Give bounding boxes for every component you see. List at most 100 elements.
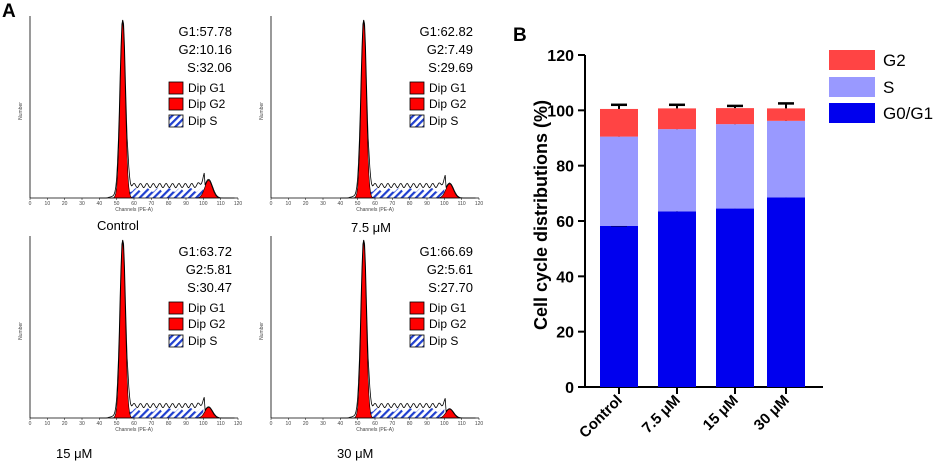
legend-swatch (409, 301, 425, 315)
condition-caption: 7.5 μM (351, 220, 391, 235)
g1-percent: G1:57.78 (179, 24, 233, 39)
legend-label: Dip S (188, 114, 217, 128)
bar-g2 (600, 108, 638, 137)
x-tick-label: 90 (183, 421, 189, 427)
x-tick-label: 0 (270, 201, 273, 207)
bar-g2 (658, 108, 696, 130)
histogram-panel: 0 10 20 30 40 50 60 70 80 90 100 110 120 Channels (PE… (259, 236, 483, 433)
legend-label: G2 (883, 51, 906, 70)
y-tick-label: 20 (556, 325, 574, 342)
panel-a-letter: A (2, 1, 16, 22)
legend-swatch (409, 114, 425, 128)
legend-swatch (168, 301, 184, 315)
g1-peak (350, 239, 376, 419)
g2-percent: G2:5.81 (186, 262, 232, 277)
legend-swatch (168, 81, 184, 95)
legend-label: Dip G2 (188, 97, 226, 111)
legend-swatch (409, 97, 425, 111)
x-tick-label: 100 (199, 421, 208, 427)
legend-swatch (829, 103, 875, 123)
x-tick-label: 110 (217, 421, 225, 427)
x-tick-label: 50 (355, 201, 361, 207)
legend-swatch (168, 114, 184, 128)
x-tick-label: 70 (149, 201, 155, 207)
histogram-panel: 0 10 20 30 40 50 60 70 80 90 100 110 120 Channels (PE… (18, 16, 242, 213)
x-tick-label: 20 (303, 201, 309, 207)
x-tick-label: 50 (355, 421, 361, 427)
distribution-outline (99, 239, 235, 419)
legend-swatch (168, 317, 184, 331)
s-percent: S:32.06 (187, 60, 232, 75)
x-tick-label: 110 (458, 421, 466, 427)
legend-swatch (168, 97, 184, 111)
x-tick-label: 7.5 μM (639, 392, 684, 437)
bar-g0-g1 (658, 211, 696, 387)
panel-b: B 0 20 40 60 80 100 120 Cell cycle distributions… (513, 25, 933, 442)
x-tick-label: 90 (183, 201, 189, 207)
legend-label: S (883, 78, 894, 97)
x-tick-label: 0 (29, 201, 32, 207)
x-tick-label: 10 (45, 421, 51, 427)
x-tick-label: 90 (424, 201, 430, 207)
legend-swatch (829, 50, 875, 70)
x-tick-label: 60 (372, 201, 378, 207)
x-tick-label: 40 (338, 421, 344, 427)
bar-s (716, 124, 754, 209)
x-tick-label: 110 (458, 201, 466, 207)
g1-percent: G1:62.82 (420, 24, 474, 39)
bar-g0-g1 (600, 225, 638, 387)
x-tick-label: 120 (234, 421, 243, 427)
distribution-outline (340, 19, 476, 199)
y-axis-label: Number (18, 102, 24, 120)
y-tick-label: 100 (547, 103, 574, 120)
legend-label: Dip G2 (429, 97, 467, 111)
g2-percent: G2:10.16 (179, 42, 233, 57)
x-tick-label: 60 (372, 421, 378, 427)
bar-g2 (716, 108, 754, 125)
legend-label: Dip G2 (188, 317, 226, 331)
bar-g0-g1 (767, 197, 805, 387)
g2-percent: G2:7.49 (427, 42, 473, 57)
x-tick-label: 80 (166, 421, 172, 427)
bar-s (658, 129, 696, 212)
x-tick-label: 40 (97, 421, 103, 427)
x-tick-label: 10 (286, 201, 292, 207)
bar-g2 (767, 108, 805, 121)
x-tick-label: 30 (79, 421, 85, 427)
legend-swatch (829, 77, 875, 97)
legend-label: Dip S (188, 334, 217, 348)
x-axis-label: Channels (PE-A) (356, 427, 394, 433)
s-phase-fill (366, 188, 445, 198)
y-axis-label: Number (18, 322, 24, 340)
legend-swatch (409, 317, 425, 331)
histogram-panel: 0 10 20 30 40 50 60 70 80 90 100 110 120 Channels (PE… (18, 236, 242, 433)
x-tick-label: 70 (390, 421, 396, 427)
s-percent: S:27.70 (428, 280, 473, 295)
legend-label: G0/G1 (883, 104, 933, 123)
x-tick-label: 30 (79, 201, 85, 207)
x-tick-label: 10 (286, 421, 292, 427)
x-tick-label: 80 (407, 201, 413, 207)
x-tick-label: 100 (199, 201, 208, 207)
x-tick-label: 20 (62, 201, 68, 207)
legend-label: Dip G1 (188, 81, 226, 95)
condition-caption: 30 μM (337, 446, 373, 461)
x-tick-label: 100 (440, 201, 449, 207)
legend-label: Dip S (429, 334, 458, 348)
legend-swatch (409, 334, 425, 348)
s-percent: S:30.47 (187, 280, 232, 295)
x-axis-label: Channels (PE-A) (115, 207, 153, 213)
legend-swatch (409, 81, 425, 95)
x-tick-label: 100 (440, 421, 449, 427)
bar-s (600, 136, 638, 226)
x-tick-label: 120 (475, 201, 484, 207)
x-tick-label: 120 (234, 201, 243, 207)
distribution-outline (340, 239, 476, 419)
y-axis-label: Number (259, 322, 265, 340)
legend-label: Dip G2 (429, 317, 467, 331)
distribution-outline (99, 19, 235, 199)
g1-percent: G1:63.72 (179, 244, 233, 259)
x-axis-label: Channels (PE-A) (115, 427, 153, 433)
x-tick-label: 60 (131, 421, 137, 427)
